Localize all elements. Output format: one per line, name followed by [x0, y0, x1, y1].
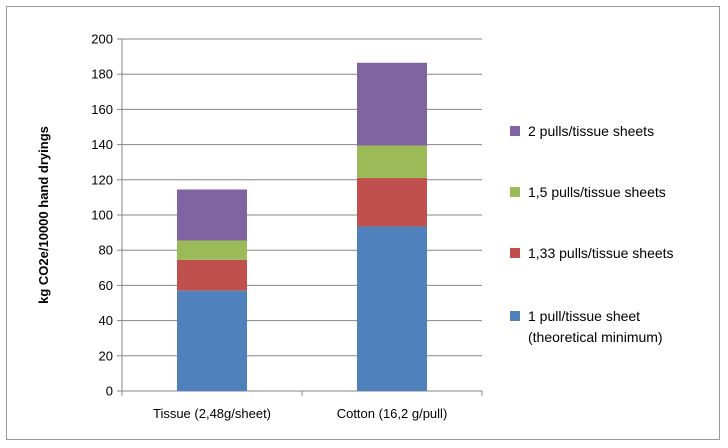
legend-label: 1 pull/tissue sheet [528, 308, 640, 324]
x-tick-label: Cotton (16,2 g/pull) [337, 406, 448, 421]
y-tick-label: 60 [99, 278, 113, 293]
legend-label: (theoretical minimum) [528, 329, 663, 345]
y-tick-label: 160 [91, 102, 113, 117]
bar-segment [357, 178, 427, 227]
legend-label: 2 pulls/tissue sheets [528, 123, 654, 139]
bar-segment [177, 290, 247, 391]
y-tick-label: 200 [91, 32, 113, 47]
y-tick-label: 140 [91, 137, 113, 152]
bars [177, 62, 427, 391]
legend-swatch [510, 248, 520, 258]
legend-label: 1,5 pulls/tissue sheets [528, 184, 666, 200]
y-tick-label: 180 [91, 67, 113, 82]
y-axis-title: kg CO2e/10000 hand dryings [36, 126, 51, 304]
y-tick-label: 120 [91, 172, 113, 187]
y-tick-label: 40 [99, 313, 113, 328]
x-tick-label: Tissue (2,48g/sheet) [153, 406, 271, 421]
bar-segment [177, 259, 247, 291]
y-tick-label: 100 [91, 208, 113, 223]
bar-segment [357, 62, 427, 146]
y-tick-labels: 0 20 40 60 80 100 120 140 160 180 200 [91, 32, 113, 399]
legend-swatch [510, 187, 520, 197]
bar-segment [177, 240, 247, 260]
bar-segment [357, 145, 427, 179]
y-tick-label: 20 [99, 348, 113, 363]
gridlines [122, 38, 482, 357]
axes [117, 38, 483, 396]
legend: 2 pulls/tissue sheets 1,5 pulls/tissue sh… [510, 123, 674, 345]
bar-segment [177, 189, 247, 241]
y-tick-label: 80 [99, 243, 113, 258]
legend-swatch [510, 126, 520, 136]
y-tick-label: 0 [106, 384, 113, 399]
legend-swatch [510, 311, 520, 321]
legend-label: 1,33 pulls/tissue sheets [528, 245, 674, 261]
bar-segment [357, 226, 427, 391]
x-tick-labels: Tissue (2,48g/sheet) Cotton (16,2 g/pull) [153, 406, 447, 421]
